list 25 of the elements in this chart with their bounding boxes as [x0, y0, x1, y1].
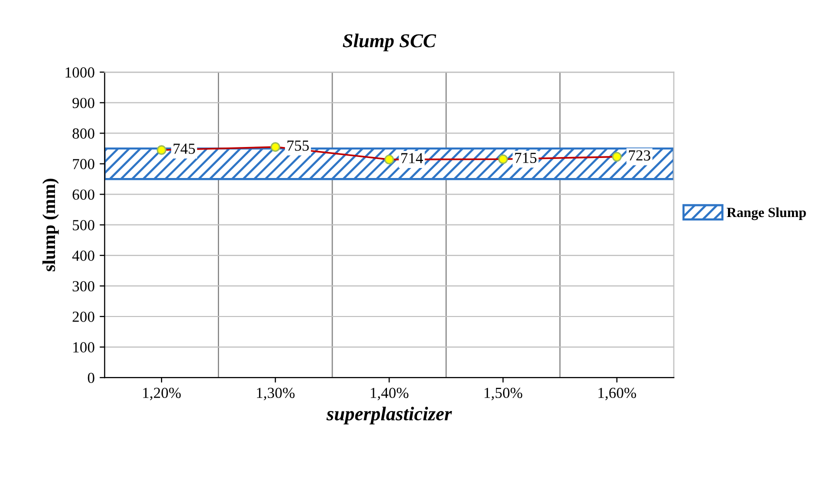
y-tick-label: 300	[72, 281, 94, 292]
y-tick-label: 800	[72, 128, 94, 139]
y-tick-label: 400	[72, 250, 94, 261]
y-tick-label: 900	[72, 98, 94, 108]
chart-title: Slump SCC	[342, 34, 436, 52]
data-label: 714	[401, 153, 423, 164]
x-tick-label: 1,40%	[370, 388, 408, 400]
legend-label: Range Slump	[726, 207, 806, 220]
x-tick-label: 1,60%	[598, 388, 636, 400]
data-label: 755	[287, 140, 309, 151]
y-tick-label: 200	[72, 312, 94, 322]
x-tick-label: 1,50%	[484, 388, 522, 400]
x-axis-title: superplasticizer	[326, 406, 452, 424]
y-tick-label: 600	[72, 189, 94, 200]
y-tick-label: 1000	[66, 67, 94, 78]
data-label: 715	[515, 152, 536, 164]
x-tick-label: 1,20%	[143, 388, 181, 400]
y-tick-label: 700	[72, 158, 94, 170]
y-tick-label: 0	[88, 372, 94, 384]
data-label: 723	[628, 150, 650, 161]
data-label: 745	[174, 144, 195, 154]
x-tick-label: 1,30%	[256, 388, 295, 400]
y-axis-title: slump (mm)	[42, 178, 59, 272]
y-tick-label: 100	[73, 342, 94, 352]
y-tick-label: 500	[72, 220, 94, 230]
